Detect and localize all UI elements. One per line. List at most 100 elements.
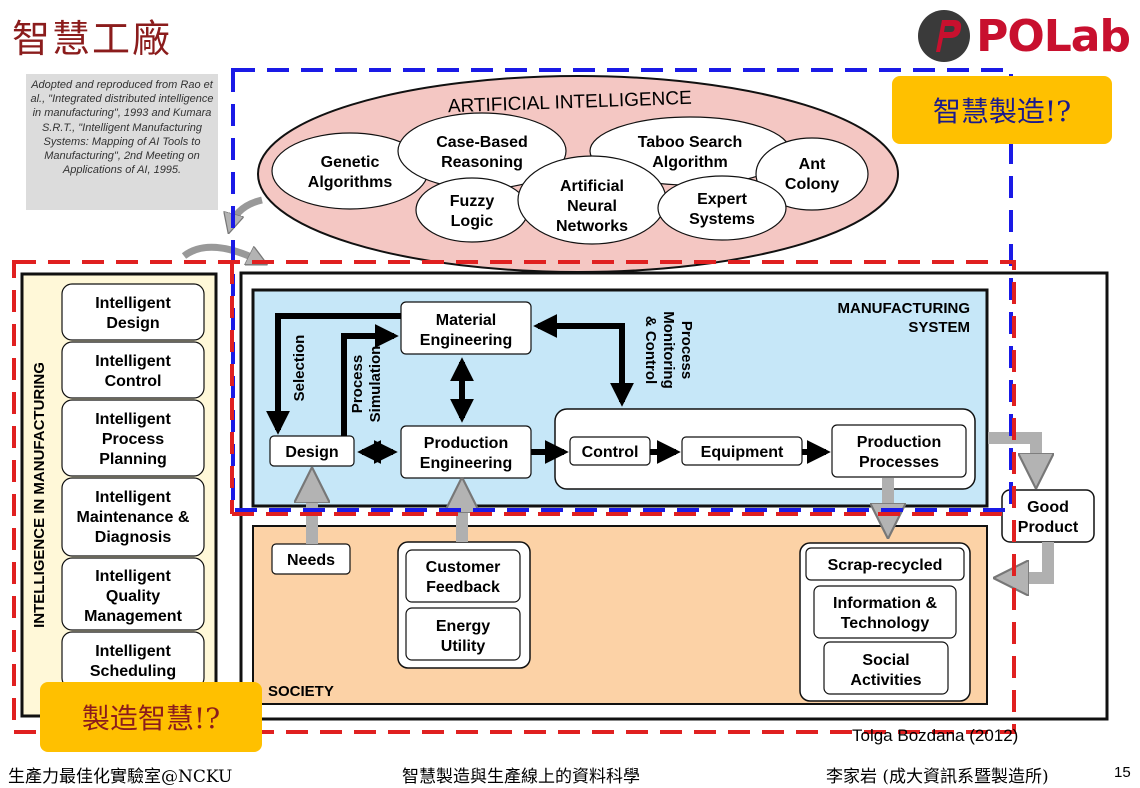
intelligent-quality-management: Intelligent Quality Management [61, 557, 205, 631]
good-product: Good Product [1001, 489, 1095, 543]
energy-utility: Energy Utility [405, 607, 521, 661]
intelligence-vertical-label: INTELLIGENCE IN MANUFACTURING [31, 362, 48, 628]
logo-text: POLab [976, 10, 1131, 62]
polab-logo-icon [918, 10, 971, 62]
slide-title: 智慧工廠 [12, 17, 173, 61]
intelligent-design: Intelligent Design [61, 283, 205, 341]
equipment-box: Equipment [681, 436, 803, 466]
svg-text:Intelligent: Intelligent [95, 489, 171, 506]
source-credit: Tolga Bozdana (2012) [852, 726, 1019, 745]
needs-box: Needs [271, 543, 351, 575]
svg-text:Engineering: Engineering [420, 455, 512, 472]
ai-ant-colony: Ant Colony [755, 137, 869, 211]
information-technology: Information & Technology [813, 585, 957, 639]
svg-text:Intelligent: Intelligent [95, 643, 171, 660]
intelligent-process-planning: Intelligent Process Planning [61, 399, 205, 477]
callout-manufacturing-intelligence: 製造智慧!? [40, 682, 262, 752]
svg-text:Engineering: Engineering [420, 332, 512, 349]
svg-text:Activities: Activities [850, 672, 921, 689]
svg-text:Equipment: Equipment [701, 444, 784, 461]
footer-author: 李家岩 (成大資訊系暨製造所) [826, 767, 1049, 787]
svg-text:Logic: Logic [451, 213, 494, 230]
svg-text:Maintenance &: Maintenance & [77, 509, 190, 526]
material-engineering: Material Engineering [400, 301, 532, 355]
manufacturing-title-line2: SYSTEM [908, 319, 970, 336]
svg-text:Scrap-recycled: Scrap-recycled [828, 557, 943, 574]
svg-text:Algorithm: Algorithm [652, 154, 728, 171]
svg-text:Scheduling: Scheduling [90, 663, 176, 680]
process-monitoring-label-2: Monitoring [660, 311, 677, 388]
svg-text:Planning: Planning [99, 451, 167, 468]
manufacturing-intelligence-region [12, 260, 1016, 734]
ai-genetic-algorithms: Genetic Algorithms [271, 132, 429, 210]
svg-text:Processes: Processes [859, 454, 939, 471]
production-processes: Production Processes [831, 424, 967, 478]
ai-fuzzy-logic: Fuzzy Logic [415, 177, 529, 243]
design-box: Design [269, 435, 355, 467]
svg-text:Control: Control [105, 373, 162, 390]
svg-text:Energy: Energy [436, 618, 490, 635]
svg-text:Technology: Technology [841, 615, 930, 632]
svg-text:Case-Based: Case-Based [436, 134, 528, 151]
process-simulation-label-2: Simulation [367, 346, 384, 423]
svg-text:Intelligent: Intelligent [95, 353, 171, 370]
svg-text:Colony: Colony [785, 176, 839, 193]
svg-text:Ant: Ant [799, 156, 826, 173]
svg-text:Artificial: Artificial [560, 178, 624, 195]
svg-text:Control: Control [582, 444, 639, 461]
svg-text:Intelligent: Intelligent [95, 411, 171, 428]
flow-arrows [266, 313, 831, 464]
intelligent-control: Intelligent Control [61, 341, 205, 399]
customer-feedback: Customer Feedback [405, 549, 521, 603]
svg-text:Production: Production [857, 434, 941, 451]
callout-smart-manufacturing: 智慧製造!? [892, 76, 1112, 144]
svg-text:Networks: Networks [556, 218, 628, 235]
svg-text:Customer: Customer [426, 559, 501, 576]
intelligent-maintenance: Intelligent Maintenance & Diagnosis [61, 477, 205, 557]
svg-text:Genetic: Genetic [321, 154, 380, 171]
svg-text:Fuzzy: Fuzzy [450, 193, 495, 210]
process-monitoring-label-1: Process [678, 321, 695, 379]
manufacturing-title-line1: MANUFACTURING [838, 300, 971, 317]
svg-text:Social: Social [862, 652, 909, 669]
svg-text:Good: Good [1027, 499, 1069, 516]
svg-text:Design: Design [106, 315, 159, 332]
svg-text:Production: Production [424, 435, 508, 452]
svg-text:Process: Process [102, 431, 164, 448]
footer-course: 智慧製造與生產線上的資料科學 [402, 767, 640, 787]
svg-text:Quality: Quality [106, 588, 160, 605]
svg-text:Algorithms: Algorithms [308, 174, 393, 191]
svg-text:Reasoning: Reasoning [441, 154, 523, 171]
social-activities: Social Activities [823, 641, 949, 695]
polab-logo: POLab [916, 8, 1131, 64]
ai-neural-networks: Artificial Neural Networks [517, 155, 667, 245]
smart-manufacturing-region [231, 68, 1013, 512]
svg-text:Needs: Needs [287, 552, 335, 569]
citation-box: Adopted and reproduced from Rao et al., … [26, 74, 218, 210]
svg-text:Systems: Systems [689, 211, 755, 228]
grey-arrows [312, 432, 1054, 578]
intelligence-to-system-arrow [181, 243, 262, 262]
page-number: 15 [1114, 764, 1131, 781]
svg-text:Neural: Neural [567, 198, 617, 215]
society-title: SOCIETY [268, 683, 334, 700]
svg-text:Utility: Utility [441, 638, 486, 655]
svg-text:Intelligent: Intelligent [95, 295, 171, 312]
svg-text:Diagnosis: Diagnosis [95, 529, 172, 546]
svg-text:Taboo Search: Taboo Search [638, 134, 743, 151]
svg-text:Design: Design [285, 444, 338, 461]
svg-text:Product: Product [1018, 519, 1079, 536]
production-engineering: Production Engineering [400, 425, 532, 479]
svg-text:Information &: Information & [833, 595, 937, 612]
svg-text:Feedback: Feedback [426, 579, 500, 596]
intelligent-scheduling: Intelligent Scheduling [61, 631, 205, 689]
scrap-recycled: Scrap-recycled [805, 547, 965, 581]
svg-text:Material: Material [436, 312, 496, 329]
ai-expert-systems: Expert Systems [657, 175, 787, 241]
svg-text:Intelligent: Intelligent [95, 568, 171, 585]
footer-lab: 生產力最佳化實驗室@NCKU [8, 767, 233, 787]
process-simulation-label-1: Process [349, 355, 366, 413]
process-monitoring-label-3: & Control [642, 316, 659, 384]
svg-text:Expert: Expert [697, 191, 747, 208]
